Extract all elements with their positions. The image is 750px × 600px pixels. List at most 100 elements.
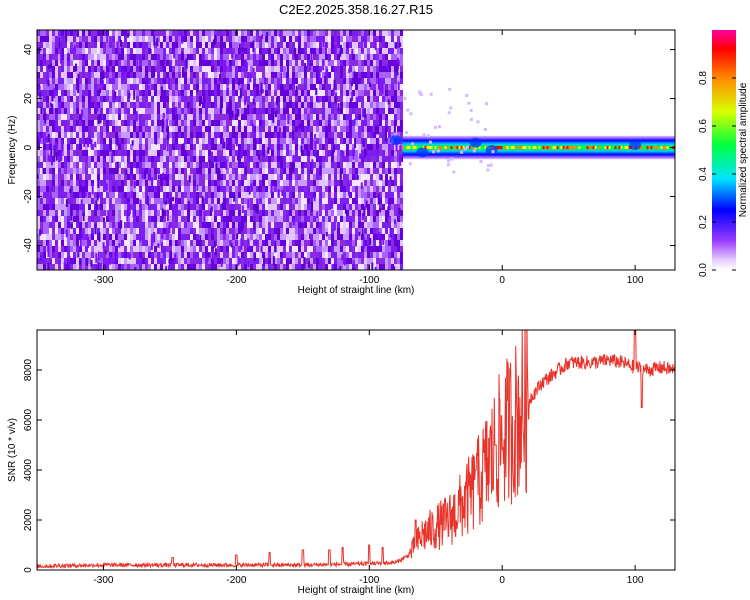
spectrogram-cell (343, 96, 346, 102)
spectrogram-cell (289, 252, 292, 258)
spectrogram-cell (277, 138, 280, 144)
spectrogram-cell (244, 198, 247, 204)
spectrogram-cell (49, 264, 52, 270)
spectrogram-cell (178, 180, 181, 186)
spectrogram-cell (208, 90, 211, 96)
spectrogram-cell (208, 96, 211, 102)
spectrogram-cell (241, 168, 244, 174)
spectrogram-cell (169, 174, 172, 180)
spectrogram-cell (394, 66, 397, 72)
spectrogram-cell (382, 60, 385, 66)
spectrogram-cell (70, 102, 73, 108)
spectrogram-cell (193, 138, 196, 144)
spectrogram-cell (190, 222, 193, 228)
spectrogram-cell (307, 144, 310, 150)
spectrogram-cell (58, 198, 61, 204)
spectrogram-cell (106, 30, 109, 36)
spectrogram-cell (298, 192, 301, 198)
spectrogram-cell (112, 168, 115, 174)
spectrogram-cell (346, 240, 349, 246)
spectrogram-cell (355, 216, 358, 222)
spectrogram-streak (164, 200, 167, 205)
spectrogram-cell (124, 72, 127, 78)
spectrogram-cell (253, 216, 256, 222)
spectrogram-cell (241, 246, 244, 252)
spectrogram-cell (400, 192, 403, 198)
spectrogram-cell (40, 162, 43, 168)
spectrogram-cell (130, 228, 133, 234)
spectrogram-cell (199, 42, 202, 48)
spectrogram-cell (307, 156, 310, 162)
spectrogram-cell (316, 66, 319, 72)
spectrogram-cell (82, 150, 85, 156)
spectrogram-cell (58, 114, 61, 120)
spectrogram-cell (169, 228, 172, 234)
spectrogram-cell (88, 60, 91, 66)
spectrogram-cell (94, 216, 97, 222)
spectrogram-cell (61, 246, 64, 252)
spectrogram-cell (118, 216, 121, 222)
spectrogram-cell (127, 48, 130, 54)
spectrogram-cell (211, 192, 214, 198)
spectrogram-cell (229, 180, 232, 186)
spectrogram-cell (184, 132, 187, 138)
spectrogram-cell (163, 120, 166, 126)
spectrogram-cell (163, 204, 166, 210)
spectrogram-cell (397, 246, 400, 252)
spectrogram-cell (67, 240, 70, 246)
spectrogram-cell (322, 228, 325, 234)
spectrogram-cell (259, 186, 262, 192)
spectrogram-cell (256, 120, 259, 126)
spectrogram-cell (280, 102, 283, 108)
spectrogram-cell (73, 258, 76, 264)
spectrogram-cell (265, 108, 268, 114)
spectrogram-cell (154, 30, 157, 36)
spectrogram-cell (106, 240, 109, 246)
spectrogram-cell (325, 96, 328, 102)
spectrogram-cell (136, 102, 139, 108)
spectrogram-cell (337, 198, 340, 204)
spectrogram-cell (358, 66, 361, 72)
spectrogram-cell (79, 90, 82, 96)
spectrogram-cell (379, 168, 382, 174)
spectrogram-cell (76, 210, 79, 216)
spectrogram-cell (154, 234, 157, 240)
spectrogram-cell (163, 216, 166, 222)
spectrogram-cell (133, 150, 136, 156)
spectrogram-cell (286, 240, 289, 246)
spectrogram-cell (253, 102, 256, 108)
spectrogram-cell (106, 246, 109, 252)
spectrogram-cell (196, 138, 199, 144)
spectrogram-cell (328, 222, 331, 228)
spectrogram-cell (244, 246, 247, 252)
spectrogram-cell (292, 120, 295, 126)
spectrogram-cell (151, 30, 154, 36)
spectrogram-cell (265, 120, 268, 126)
spectrogram-cell (244, 72, 247, 78)
spectrogram-cell (190, 60, 193, 66)
spectrogram-cell (316, 180, 319, 186)
spectrogram-cell (166, 168, 169, 174)
spectrogram-cell (187, 252, 190, 258)
spectrogram-cell (337, 168, 340, 174)
spectrogram-cell (310, 30, 313, 36)
spectrogram-streak (313, 134, 316, 139)
spectrogram-cell (169, 114, 172, 120)
spectrogram-cell (103, 42, 106, 48)
spectrogram-cell (163, 252, 166, 258)
spectrogram-cell (307, 102, 310, 108)
spectrogram-cell (238, 150, 241, 156)
spectrogram-cell (313, 84, 316, 90)
spectrogram-cell (172, 150, 175, 156)
spectrogram-cell (109, 48, 112, 54)
spectrogram-cell (379, 192, 382, 198)
spectrogram-cell (211, 156, 214, 162)
spectrogram-cell (94, 126, 97, 132)
spectrogram-cell (148, 108, 151, 114)
spectrogram-cell (391, 252, 394, 258)
spectrogram-cell (265, 96, 268, 102)
spectrogram-cell (334, 198, 337, 204)
spectrogram-cell (109, 72, 112, 78)
spectrogram-cell (124, 54, 127, 60)
spectrogram-cell (100, 180, 103, 186)
